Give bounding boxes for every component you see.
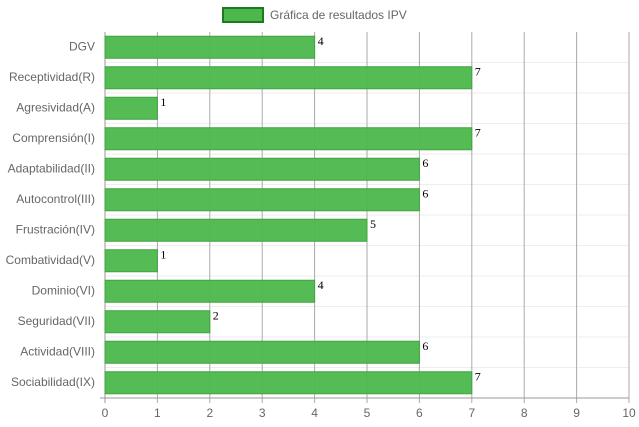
value-label: 1 (160, 248, 166, 262)
x-tick-label: 10 (622, 406, 636, 420)
value-label: 2 (213, 309, 219, 323)
y-tick-label: Combatividad(V) (6, 253, 95, 267)
y-tick-label: Adaptabilidad(II) (8, 161, 95, 175)
bar (104, 371, 473, 395)
x-tick-label: 0 (102, 406, 109, 420)
x-tick-label: 5 (364, 406, 371, 420)
value-label: 1 (160, 95, 166, 109)
value-label: 6 (422, 187, 428, 201)
bar (104, 249, 158, 273)
bar (104, 127, 473, 151)
bar (104, 66, 473, 90)
bar (104, 157, 420, 181)
x-tick-label: 1 (154, 406, 161, 420)
y-tick-label: Autocontrol(III) (16, 192, 95, 206)
y-tick-label: Comprensión(I) (12, 131, 95, 145)
legend-label: Gráfica de resultados IPV (270, 8, 407, 22)
bar (104, 96, 158, 120)
y-tick-label: Agresividad(A) (16, 100, 95, 114)
x-tick-label: 3 (259, 406, 266, 420)
x-tick-label: 2 (206, 406, 213, 420)
bar (104, 279, 316, 303)
y-tick-label: Actividad(VIII) (20, 344, 95, 358)
legend-swatch (222, 7, 264, 23)
value-label: 6 (422, 339, 428, 353)
y-tick-label: Dominio(VI) (32, 283, 95, 297)
y-tick-label: Frustración(IV) (16, 222, 95, 236)
bar (104, 35, 316, 59)
x-tick-label: 7 (468, 406, 475, 420)
value-label: 7 (475, 65, 481, 79)
y-tick-label: Sociabilidad(IX) (11, 375, 95, 389)
y-tick-label: DGV (69, 39, 95, 53)
value-label: 5 (370, 217, 376, 231)
bar (104, 310, 211, 334)
value-label: 4 (318, 278, 324, 292)
bar (104, 188, 420, 212)
x-tick-label: 9 (573, 406, 580, 420)
value-label: 6 (422, 156, 428, 170)
bar (104, 340, 420, 364)
x-tick-label: 4 (311, 406, 318, 420)
value-label: 7 (475, 126, 481, 140)
x-tick-label: 6 (416, 406, 423, 420)
x-tick-label: 8 (521, 406, 528, 420)
value-label: 7 (475, 370, 481, 384)
y-tick-label: Receptividad(R) (9, 70, 95, 84)
bar (104, 218, 368, 242)
y-tick-label: Seguridad(VII) (18, 314, 95, 328)
value-label: 4 (318, 34, 324, 48)
